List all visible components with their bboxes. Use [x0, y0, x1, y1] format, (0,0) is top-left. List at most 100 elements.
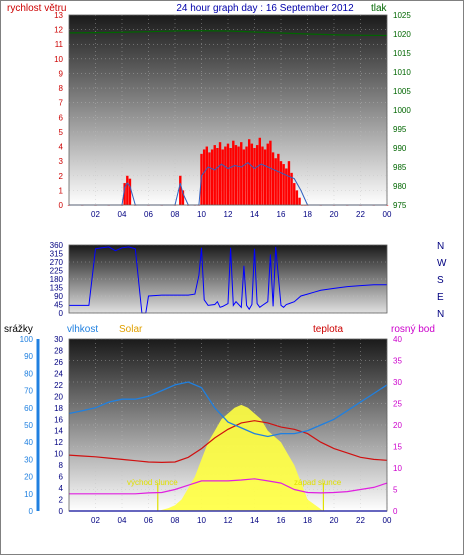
wind-speed-bar — [271, 152, 275, 205]
pressure-tick: 1025 — [393, 11, 411, 20]
wind-speed-bar — [248, 139, 251, 205]
wind-speed-tick: 2 — [59, 172, 64, 181]
wind-speed-bar — [208, 152, 211, 205]
temperature-tick: 5 — [393, 486, 398, 495]
wind-speed-bar — [261, 146, 264, 205]
rain-tick: 20 — [24, 473, 33, 482]
humidity-tick: 4 — [59, 484, 64, 493]
wind-speed-bar — [255, 145, 259, 205]
humidity-tick: 22 — [54, 381, 63, 390]
humidity-tick: 24 — [54, 369, 63, 378]
rain-tick: 40 — [24, 438, 33, 447]
wind-speed-bar — [213, 145, 216, 205]
hour-tick-label: 20 — [330, 516, 339, 525]
humidity-tick: 20 — [54, 392, 63, 401]
wind-speed-bar — [218, 142, 222, 205]
humidity-line — [68, 381, 388, 438]
wind-speed-bar — [282, 164, 285, 205]
humidity-tick: 30 — [54, 335, 63, 344]
pressure-tick: 980 — [393, 182, 407, 191]
wind-speed-bar — [179, 175, 182, 205]
hour-tick-label: 08 — [171, 516, 180, 525]
pressure-tick: 1015 — [393, 49, 411, 58]
humidity-tick: 14 — [54, 427, 63, 436]
compass-letter: N — [437, 241, 444, 252]
pressure-tick: 1020 — [393, 30, 411, 39]
hour-tick-label: 12 — [224, 516, 233, 525]
wind-speed-bar — [295, 190, 299, 205]
wind-speed-tick: 10 — [54, 55, 63, 64]
wind-speed-bar — [277, 153, 280, 205]
direction-tick: 360 — [50, 241, 64, 250]
hour-tick-label: 02 — [91, 516, 100, 525]
wind-speed-bar — [237, 146, 240, 205]
pressure-tick: 995 — [393, 125, 407, 134]
direction-tick: 135 — [50, 284, 64, 293]
wind-speed-tick: 5 — [59, 128, 64, 137]
wind-speed-bar — [221, 149, 224, 205]
temperature-tick: 30 — [393, 378, 402, 387]
hour-tick-label: 22 — [356, 210, 365, 219]
wind-speed-bar — [279, 161, 283, 205]
direction-tick: 45 — [54, 301, 63, 310]
temperature-line — [68, 420, 388, 464]
pressure-line — [68, 29, 388, 37]
pressure-tick: 1010 — [393, 68, 411, 77]
compass-letter: E — [437, 292, 444, 303]
wind-speed-tick: 13 — [54, 11, 63, 20]
right-axis-title: tlak — [371, 3, 388, 14]
pressure-tick: 1005 — [393, 87, 411, 96]
wind-speed-bar — [216, 148, 219, 205]
wind-speed-bar — [245, 146, 248, 205]
rain-tick: 50 — [24, 421, 33, 430]
temperature-tick: 10 — [393, 464, 402, 473]
humidity-tick: 8 — [59, 461, 64, 470]
rain-tick: 90 — [24, 352, 33, 361]
hour-tick-label: 10 — [197, 516, 206, 525]
wind-gust-line — [69, 161, 387, 206]
pressure-tick: 985 — [393, 163, 407, 172]
hour-tick-label: 16 — [277, 516, 286, 525]
wind-speed-bar — [229, 148, 232, 205]
wind-speed-bar — [298, 197, 301, 205]
temperature-tick: 40 — [393, 335, 402, 344]
humidity-tick: 28 — [54, 346, 63, 355]
hour-tick-label: 18 — [303, 516, 312, 525]
wind-speed-tick: 6 — [59, 113, 64, 122]
hour-tick-label: 22 — [356, 516, 365, 525]
wind-speed-tick: 3 — [59, 157, 64, 166]
wind-speed-bar — [290, 172, 293, 205]
temperature-tick: 15 — [393, 443, 402, 452]
hour-tick-label: 20 — [330, 210, 339, 219]
wind-speed-tick: 1 — [59, 186, 64, 195]
humidity-tick: 10 — [54, 450, 63, 459]
humidity-tick: 16 — [54, 415, 63, 424]
compass-letter: N — [437, 309, 444, 320]
wind-speed-bar — [202, 149, 206, 205]
rain-tick: 100 — [20, 335, 34, 344]
wind-speed-bar — [126, 175, 129, 205]
wind-speed-bar — [293, 183, 296, 205]
temperature-tick: 35 — [393, 357, 402, 366]
wind-speed-bar — [205, 146, 208, 205]
humidity-tick: 18 — [54, 404, 63, 413]
wind-speed-bar — [253, 148, 256, 205]
wind-direction-line — [69, 246, 387, 314]
rain-tick: 70 — [24, 387, 33, 396]
wind-speed-bar — [250, 143, 254, 205]
hour-tick-label: 10 — [197, 210, 206, 219]
legend-rain: srážky — [4, 324, 33, 335]
wind-speed-bar — [240, 142, 243, 205]
wind-speed-bar — [269, 140, 272, 205]
direction-tick: 180 — [50, 275, 64, 284]
wind-speed-tick: 12 — [54, 26, 63, 35]
hour-tick-label: 00 — [383, 516, 392, 525]
wind-speed-bar — [128, 178, 132, 205]
hour-tick-label: 06 — [144, 516, 153, 525]
pressure-tick: 990 — [393, 144, 407, 153]
wind-speed-bar — [181, 190, 185, 205]
legend-temperature: teplota — [313, 324, 343, 335]
hour-tick-label: 16 — [277, 210, 286, 219]
